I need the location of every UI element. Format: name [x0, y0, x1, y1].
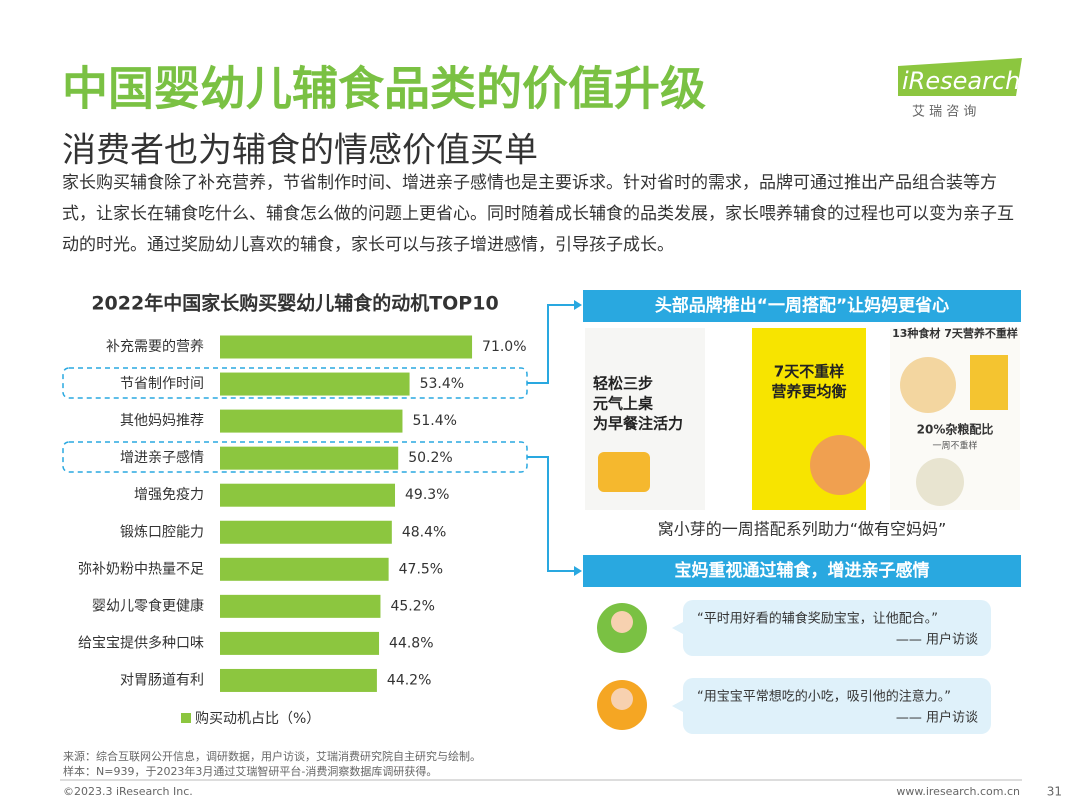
category-label: 对胃肠道有利	[120, 672, 204, 688]
panel-title: 头部品牌推出“一周搭配”让妈妈更省心	[655, 295, 949, 316]
bar	[220, 631, 380, 655]
card-text: 13种食材 7天营养不重样	[892, 326, 1018, 340]
bar	[220, 335, 473, 359]
card-text: 轻松三步	[593, 375, 653, 393]
value-label: 47.5%	[399, 561, 443, 577]
logo: iResearch	[902, 67, 1020, 95]
quote-source: —— 用户访谈	[896, 632, 978, 648]
panel-header	[583, 290, 1021, 322]
arrow	[574, 300, 582, 310]
avatar-face	[611, 688, 633, 710]
panel-title: 宝妈重视通过辅食，增进亲子感情	[675, 560, 930, 581]
category-label: 弥补奶粉中热量不足	[78, 560, 204, 577]
chart: 补充需要的营养 71.0% 节省制作时间 53.4% 其他妈妈推荐 51.4% 增进亲子感情…	[78, 335, 527, 727]
title: 中国婴幼儿辅食品类的价值升级	[62, 62, 706, 116]
card-text: 为早餐注活力	[593, 415, 683, 433]
legend-swatch	[181, 713, 191, 723]
bar	[220, 557, 389, 581]
value-label: 50.2%	[408, 450, 452, 466]
quote-box	[683, 678, 991, 734]
category-label: 增进亲子感情	[120, 449, 204, 466]
card-text: 一周不重样	[932, 440, 977, 452]
category-label: 婴幼儿零食更健康	[92, 597, 204, 614]
logo-bg	[898, 58, 1022, 96]
value-label: 49.3%	[405, 487, 449, 503]
mascot	[810, 435, 870, 495]
value-label: 51.4%	[412, 413, 456, 429]
chart-title: 2022年中国家长购买婴幼儿辅食的动机TOP10	[91, 292, 498, 315]
card-text: 7天不重样	[774, 363, 844, 381]
bar	[220, 483, 396, 507]
bar	[220, 409, 403, 433]
quote: “用宝宝平常想吃的小吃，吸引他的注意力。”	[697, 689, 951, 705]
arrow	[574, 566, 582, 576]
page-number: 31	[1047, 785, 1062, 799]
copyright: ©2023.3 iResearch Inc.	[63, 785, 193, 798]
avatar-face	[611, 611, 633, 633]
product-image	[598, 452, 650, 492]
value-label: 48.4%	[402, 524, 446, 540]
category-label: 锻炼口腔能力	[120, 524, 204, 540]
source: 来源：综合互联网公开信息，调研数据，用户访谈，艾瑞消费研究院自主研究与绘制。	[63, 749, 481, 763]
value-label: 44.2%	[387, 672, 431, 688]
subtitle: 消费者也为辅食的情感价值买单	[62, 131, 538, 171]
product-image	[900, 357, 956, 413]
value-label: 53.4%	[420, 376, 464, 392]
card-text: 营养更均衡	[771, 383, 846, 401]
bar	[220, 668, 377, 692]
website: www.iresearch.com.cn	[896, 785, 1020, 798]
intro: 家长购买辅食除了补充营养，节省制作时间、增进亲子感情也是主要诉求。针对省时的需求…	[62, 173, 1014, 255]
connector	[527, 456, 574, 572]
sample: 样本：N=939，于2023年3月通过艾瑞智研平台-消费洞察数据库调研获得。	[63, 764, 437, 778]
bar	[220, 520, 392, 544]
product-image	[970, 355, 1008, 410]
bar	[220, 594, 381, 618]
quote: “平时用好看的辅食奖励宝宝，让他配合。”	[697, 611, 938, 627]
quote-tail	[672, 700, 683, 712]
logo-sub: 艾 瑞 咨 询	[912, 105, 976, 120]
category-label: 节省制作时间	[120, 376, 204, 392]
legend-label: 购买动机占比（%）	[195, 711, 320, 727]
card-text: 20%杂粮配比	[917, 422, 994, 437]
quote-source: —— 用户访谈	[896, 710, 978, 726]
quote-tail	[672, 622, 683, 634]
bar	[220, 446, 399, 470]
category-label: 给宝宝提供多种口味	[78, 634, 204, 651]
card-text: 元气上桌	[593, 395, 654, 413]
product-image	[916, 458, 964, 506]
category-label: 其他妈妈推荐	[120, 413, 204, 429]
caption: 窝小芽的一周搭配系列助力“做有空妈妈”	[658, 520, 947, 539]
value-label: 44.8%	[389, 635, 433, 651]
category-label: 补充需要的营养	[106, 339, 204, 355]
value-label: 71.0%	[482, 339, 526, 355]
quote-box	[683, 600, 991, 656]
connector	[527, 304, 574, 384]
category-label: 增强免疫力	[134, 487, 204, 503]
panel-header	[583, 555, 1021, 587]
value-label: 45.2%	[390, 598, 434, 614]
bar	[220, 372, 410, 396]
